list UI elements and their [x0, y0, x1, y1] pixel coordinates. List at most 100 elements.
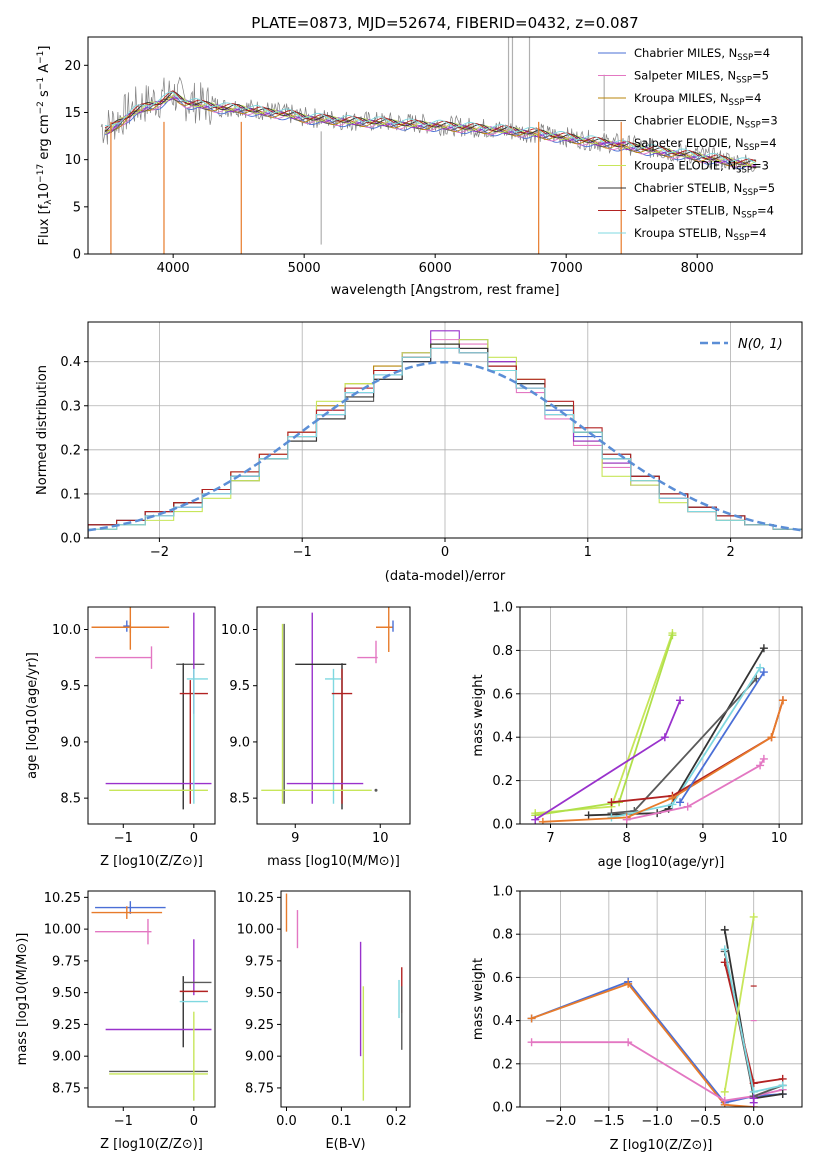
legend-label-tail: =4 — [749, 226, 766, 240]
y-axis-label-part: −1 — [36, 77, 46, 90]
series-line — [611, 700, 784, 804]
x-tick-label: 0.2 — [386, 1114, 407, 1129]
legend-label-tail: =4 — [753, 46, 770, 60]
spectrum-model-line — [104, 97, 757, 168]
data-point — [374, 788, 378, 792]
legend-label-sub: SSP — [734, 233, 750, 243]
y-axis-label-part: 10 — [37, 183, 52, 200]
x-tick-label: 10 — [771, 831, 788, 846]
y-axis-label: mass [log10(M/M⊙)] — [15, 933, 30, 1066]
y-tick-label: 0.0 — [492, 818, 513, 833]
y-axis-label-part: −17 — [36, 164, 46, 183]
x-tick-label: 0 — [190, 831, 198, 846]
x-tick-label: −1 — [114, 831, 133, 846]
plot-area-massweight_vs_age — [531, 629, 787, 824]
x-tick-label: 5000 — [288, 261, 321, 276]
y-tick-label: 9.0 — [60, 735, 81, 750]
histogram-step-line — [88, 347, 802, 538]
x-tick-label: 8 — [623, 831, 631, 846]
series-line — [723, 916, 755, 1093]
y-tick-label: 1.0 — [492, 885, 513, 900]
y-tick-label: 9.25 — [245, 1018, 274, 1033]
y-tick-label: 9.5 — [60, 679, 81, 694]
y-axis-label: Flux [fλ10−17 erg cm−2 s−1 A−1] — [36, 46, 54, 246]
legend-label-base: Chabrier STELIB, N — [634, 181, 742, 195]
y-axis-label: age [log10(age/yr)] — [25, 652, 40, 779]
y-tick-label: 9.50 — [52, 986, 81, 1001]
series-marker — [756, 761, 765, 770]
legend-label-tail: =5 — [752, 69, 769, 83]
series-line — [679, 671, 765, 803]
series-marker — [759, 668, 768, 677]
x-tick-label: 7 — [546, 831, 554, 846]
legend-label-tail: =4 — [744, 91, 761, 105]
legend-label-base: Kroupa STELIB, N — [634, 226, 734, 240]
series-marker — [759, 644, 768, 653]
legend-label: Salpeter MILES, NSSP=5 — [634, 69, 769, 86]
series-marker — [624, 979, 633, 988]
y-tick-label: 9.5 — [229, 679, 250, 694]
series-marker — [720, 945, 729, 954]
plot-area-massweight_vs_Z — [527, 912, 787, 1107]
y-tick-label: 0.8 — [492, 928, 513, 943]
series-marker — [668, 793, 677, 802]
y-axis-label-part: ] — [37, 46, 52, 51]
x-axis-label: wavelength [Angstrom, rest frame] — [331, 283, 560, 298]
series-line — [535, 632, 674, 814]
plot-area-mass_vs_Z — [91, 901, 212, 1101]
legend-label-tail: =4 — [757, 204, 774, 218]
series-marker — [756, 663, 765, 672]
x-axis-label: (data-model)/error — [385, 569, 506, 584]
legend-label-sub: SSP — [736, 166, 752, 176]
legend-label: Salpeter STELIB, NSSP=4 — [634, 204, 774, 221]
y-tick-label: 0.3 — [60, 399, 81, 414]
series-line — [588, 647, 765, 817]
y-tick-label: 9.75 — [52, 954, 81, 969]
series-marker — [778, 1090, 787, 1099]
series-line — [626, 758, 765, 821]
series-marker — [660, 733, 669, 742]
spectrum-model-line — [104, 91, 757, 164]
series-marker — [584, 811, 593, 820]
panel-age_vs_mass: 9 10 8.5 9.0 9.5 10.0 mass [log10(M/M⊙)] — [221, 606, 411, 869]
y-tick-label: 10.00 — [44, 923, 81, 938]
y-tick-label: 9.00 — [52, 1050, 81, 1065]
x-tick-label: −1.0 — [641, 1114, 673, 1129]
plot-area-spectrum — [100, 37, 757, 254]
legend-label-sub: SSP — [745, 121, 761, 131]
legend-label-base: Salpeter STELIB, N — [634, 204, 741, 218]
x-tick-label: −1 — [114, 1114, 133, 1129]
x-tick-label: −2 — [150, 545, 169, 560]
y-tick-label: 0 — [73, 248, 81, 263]
x-axis-label: mass [log10(M/M⊙)] — [267, 854, 400, 869]
y-tick-label: 9.00 — [245, 1050, 274, 1065]
x-axis-label: Z [log10(Z/Z⊙)] — [610, 1138, 713, 1153]
series-marker — [720, 1096, 729, 1105]
y-tick-label: 1.0 — [492, 601, 513, 616]
legend-label-base: Chabrier ELODIE, N — [634, 114, 745, 128]
y-tick-label: 9.25 — [52, 1018, 81, 1033]
x-axis-label: Z [log10(Z/Z⊙)] — [100, 1137, 203, 1152]
y-axis-label: Normed distribution — [35, 365, 50, 495]
series-marker — [767, 733, 776, 742]
y-tick-label: 0.6 — [492, 971, 513, 986]
legend-label: Chabrier ELODIE, NSSP=3 — [634, 114, 778, 131]
panel-mass_vs_EBV: 0.0 0.1 0.2 8.75 9.00 9.25 9.50 9.75 10.00 10.25 E… — [237, 890, 411, 1152]
y-tick-label: 10.25 — [44, 891, 81, 906]
y-axis-label: mass weight — [471, 674, 486, 756]
y-tick-label: 0.6 — [492, 687, 513, 702]
x-tick-label: 6000 — [419, 261, 452, 276]
x-tick-label: 8000 — [681, 261, 714, 276]
y-tick-label: 10.0 — [221, 623, 250, 638]
x-tick-label: −1.5 — [593, 1114, 625, 1129]
legend-label-base: Kroupa MILES, N — [634, 91, 729, 105]
axes-frame — [519, 890, 803, 1108]
axes-frame — [87, 890, 216, 1108]
y-axis-label-part: −1 — [36, 51, 46, 64]
series-marker — [720, 925, 729, 934]
series-marker — [527, 1038, 536, 1047]
x-tick-label: 2 — [726, 545, 734, 560]
y-tick-label: 0.8 — [492, 644, 513, 659]
y-tick-label: 20 — [64, 59, 81, 74]
x-axis-label: Z [log10(Z/Z⊙)] — [100, 854, 203, 869]
